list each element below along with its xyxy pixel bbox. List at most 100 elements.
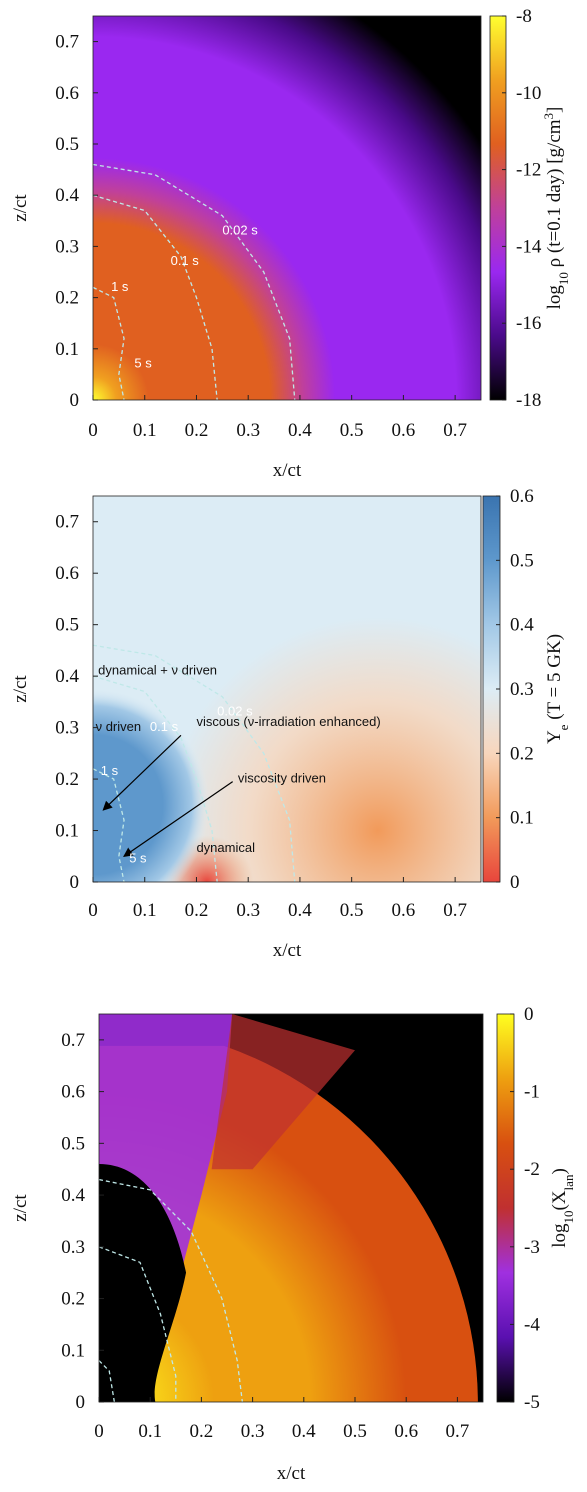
colorbar-tick-label: -3	[524, 1237, 540, 1258]
x-tick-label: 0	[88, 420, 98, 441]
x-axis-label: x/ct	[277, 1463, 306, 1484]
colorbar-tick-label: -4	[524, 1314, 540, 1335]
x-tick-label: 0.2	[190, 1421, 214, 1442]
x-tick-label: 0.3	[236, 420, 260, 441]
colorbar-label-part: 10	[561, 1211, 576, 1224]
panel: dynamical + ν driven ν driven 0.02 s 0.1 s v…	[10, 486, 571, 961]
heatmap-field	[93, 496, 481, 882]
y-tick-label: 0.2	[61, 1289, 85, 1310]
y-tick-label: 0.3	[55, 236, 79, 257]
x-tick-label: 0.1	[133, 420, 157, 441]
x-tick-label: 0.5	[343, 1421, 367, 1442]
y-tick-label: 0.3	[61, 1237, 85, 1258]
colorbar-label-part: log	[544, 285, 565, 310]
y-tick-label: 0.7	[61, 1030, 85, 1051]
y-tick-label: 0.4	[55, 666, 79, 687]
heatmap	[99, 1014, 483, 1402]
x-tick-label: 0	[88, 900, 98, 921]
contour-line	[99, 1246, 177, 1402]
panel: 0.02 s 0.1 s 1 s 5 s 0 0.1 0.2 0.3 0.4 0.5 0.6 0.7 0…	[10, 6, 571, 481]
colorbar-tick-label: 0.2	[510, 743, 534, 764]
panel: 0 0.1 0.2 0.3 0.4 0.5 0.6 0.7 0 0.1 0.2 0.3 0.4 0.5 0.…	[10, 1004, 576, 1484]
y-tick-label: 0	[70, 872, 80, 893]
colorbar-label-part: )	[549, 1168, 570, 1174]
heatmap-field	[211, 1014, 355, 1170]
colorbar-label-part: (X	[549, 1190, 570, 1210]
colorbar-tick-label: -8	[516, 6, 532, 27]
plot-frame	[92, 495, 482, 883]
colorbar-tick-label: -10	[516, 83, 541, 104]
y-tick-label: 0.7	[55, 32, 79, 53]
y-axis-label: z/ct	[10, 675, 31, 703]
colorbar-label-part: ρ (t=0.1 day) [g/cm	[544, 119, 565, 272]
x-tick-label: 0.6	[392, 420, 416, 441]
y-tick-label: 0.1	[55, 339, 79, 360]
annotation: 5 s	[134, 356, 152, 371]
contour-line	[93, 163, 296, 400]
colorbar-tick-label: 0	[510, 872, 520, 893]
colorbar-tick-label: -16	[516, 313, 541, 334]
annotation: 0.1 s	[150, 719, 179, 734]
annotation: 0.1 s	[171, 253, 200, 268]
colorbar-tick-label: 0.1	[510, 808, 534, 829]
colorbar-label: log10(Xlan)	[549, 1168, 576, 1248]
y-tick-label: 0.4	[55, 185, 79, 206]
colorbar-label: Ye (T = 5 GK)	[544, 634, 571, 744]
x-tick-label: 0.4	[288, 900, 312, 921]
y-tick-label: 0	[76, 1392, 86, 1413]
colorbar-tick-label: -14	[516, 236, 542, 257]
y-tick-label: 0.5	[55, 134, 79, 155]
y-tick-label: 0.4	[61, 1185, 85, 1206]
colorbar-tick-label: -18	[516, 390, 541, 411]
colorbar-label-part: Y	[544, 730, 565, 744]
colorbar-tick-label: 0.4	[510, 615, 534, 636]
x-tick-label: 0.3	[241, 1421, 265, 1442]
annotation: viscous (ν-irradiation enhanced)	[196, 714, 380, 729]
y-axis-label: z/ct	[10, 194, 31, 222]
x-tick-label: 0.7	[446, 1421, 470, 1442]
x-tick-label: 0.1	[133, 900, 157, 921]
x-tick-label: 0	[94, 1421, 104, 1442]
y-axis-label: z/ct	[10, 1194, 31, 1222]
colorbar-tick-label: 0	[524, 1004, 534, 1025]
colorbar-tick-label: -5	[524, 1392, 540, 1413]
annotation: viscosity driven	[238, 771, 326, 786]
x-tick-label: 0.2	[185, 420, 209, 441]
colorbar-label-part: (T = 5 GK)	[544, 634, 565, 725]
heatmap-field	[99, 1164, 187, 1402]
annotation: dynamical + ν driven	[98, 662, 217, 677]
x-tick-label: 0.1	[138, 1421, 162, 1442]
y-tick-label: 0.6	[55, 563, 79, 584]
y-tick-label: 0.5	[61, 1133, 85, 1154]
x-tick-label: 0.2	[185, 900, 209, 921]
x-axis-label: x/ct	[273, 940, 302, 961]
x-axis-label: x/ct	[273, 460, 302, 481]
annotation: 5 s	[129, 850, 147, 865]
annotation: 0.02 s	[222, 222, 258, 237]
contour-line	[93, 675, 218, 882]
plot-frame	[92, 15, 482, 401]
contour-line	[93, 644, 296, 882]
colorbar-label-part: log	[549, 1223, 570, 1248]
y-tick-label: 0.5	[55, 615, 79, 636]
arrow	[102, 734, 182, 811]
x-tick-label: 0.6	[394, 1421, 418, 1442]
y-tick-label: 0.1	[55, 821, 79, 842]
y-tick-label: 0	[70, 390, 80, 411]
y-tick-label: 0.7	[55, 512, 79, 533]
colorbar-tick-label: -1	[524, 1082, 540, 1103]
y-tick-label: 0.6	[55, 83, 79, 104]
y-tick-label: 0.2	[55, 769, 79, 790]
annotation: dynamical	[196, 840, 255, 855]
x-tick-label: 0.3	[236, 900, 260, 921]
heatmap	[93, 496, 481, 882]
contour-line	[99, 1178, 244, 1402]
contour-line	[99, 1360, 116, 1402]
colorbar-label: log10 ρ (t=0.1 day) [g/cm3]	[541, 107, 571, 310]
colorbar	[489, 15, 507, 401]
arrow	[123, 781, 234, 857]
x-tick-label: 0.6	[392, 900, 416, 921]
x-tick-label: 0.5	[340, 900, 364, 921]
x-tick-label: 0.7	[443, 900, 467, 921]
